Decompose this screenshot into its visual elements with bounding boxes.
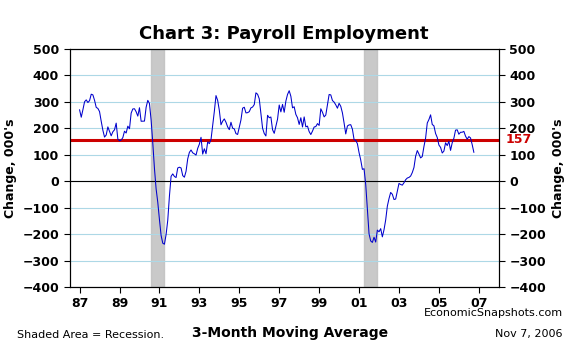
Y-axis label: Change, 000's: Change, 000's [4, 118, 17, 218]
Text: 3-Month Moving Average: 3-Month Moving Average [192, 326, 388, 340]
Text: EconomicSnapshots.com: EconomicSnapshots.com [423, 308, 563, 319]
Y-axis label: Change, 000's: Change, 000's [552, 118, 564, 218]
Text: Shaded Area = Recession.: Shaded Area = Recession. [17, 329, 165, 340]
Bar [151, 49, 164, 287]
Text: Nov 7, 2006: Nov 7, 2006 [495, 329, 563, 340]
Text: 157: 157 [506, 133, 532, 146]
Bar [364, 49, 378, 287]
Title: Chart 3: Payroll Employment: Chart 3: Payroll Employment [139, 25, 429, 43]
